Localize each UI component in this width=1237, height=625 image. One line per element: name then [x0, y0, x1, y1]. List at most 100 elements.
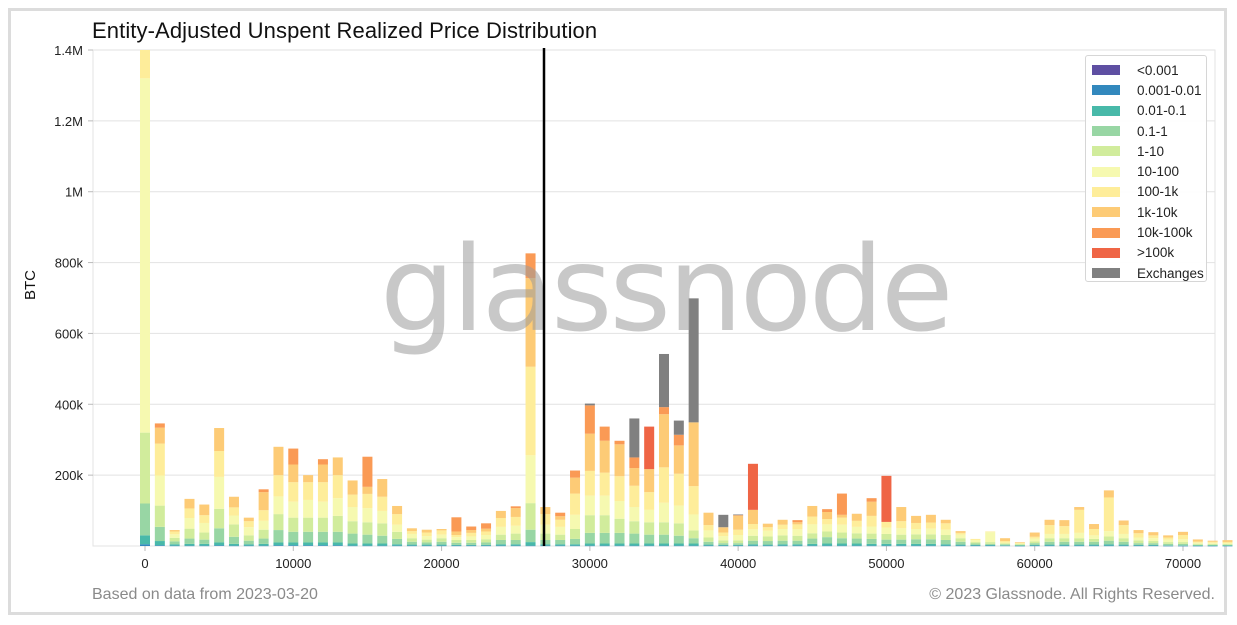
bar-segment [792, 522, 803, 525]
bar-segment [733, 514, 744, 516]
bar-segment [881, 521, 892, 528]
bar-segment [540, 545, 551, 547]
legend-item[interactable]: 10-100 [1092, 161, 1206, 181]
legend-label: <0.001 [1137, 62, 1179, 78]
bar-segment [317, 459, 328, 465]
bar-segment [614, 543, 625, 546]
bar-segment [525, 253, 536, 279]
bar-segment [866, 526, 877, 534]
bar-segment [807, 524, 818, 534]
bar-segment [525, 503, 536, 530]
legend-item[interactable]: 1k-10k [1092, 202, 1206, 222]
bar-stack [377, 479, 388, 547]
bar-segment [154, 526, 165, 542]
bar-stack [940, 519, 951, 547]
bar-segment [332, 475, 343, 499]
bar-segment [1222, 545, 1233, 546]
bar-segment [1207, 542, 1218, 544]
legend-item[interactable]: 0.001-0.01 [1092, 80, 1206, 100]
bar-segment [1044, 544, 1055, 546]
bar-segment [1000, 538, 1011, 542]
bar-stack [362, 456, 373, 547]
bar-segment [1163, 542, 1174, 544]
bar-segment [659, 522, 669, 535]
bar-segment [451, 531, 462, 536]
bar-segment [555, 534, 566, 540]
bar-segment [673, 545, 684, 547]
bar-segment [881, 533, 892, 540]
bar-segment [362, 493, 373, 509]
bar-segment [1118, 525, 1129, 534]
bar-segment [258, 545, 269, 547]
bar-stack [154, 423, 165, 546]
bar-segment [644, 534, 655, 544]
bar-segment [896, 507, 907, 522]
bar-segment [273, 545, 284, 546]
legend-item[interactable]: >100k [1092, 243, 1206, 263]
bar-segment [1163, 543, 1174, 546]
bar-segment [762, 530, 773, 537]
bar-segment [629, 457, 640, 469]
bar-segment [228, 524, 239, 537]
bar-segment [377, 479, 388, 497]
bar-segment [570, 544, 581, 546]
bar-segment [851, 545, 862, 547]
bar-segment [866, 545, 877, 547]
bar-segment [555, 526, 566, 535]
legend-label: 0.001-0.01 [1137, 82, 1202, 98]
bar-segment [866, 543, 877, 546]
legend-swatch-icon [1092, 126, 1120, 137]
bar-segment [1178, 545, 1188, 547]
bar-stack [673, 420, 684, 547]
legend-item[interactable]: 0.1-1 [1092, 121, 1206, 141]
bar-segment [495, 545, 506, 547]
legend-item[interactable]: 10k-100k [1092, 222, 1206, 242]
bar-segment [836, 517, 847, 525]
bar-segment [525, 545, 536, 547]
legend-item[interactable]: 0.01-0.1 [1092, 101, 1206, 121]
bar-segment [644, 545, 655, 547]
bar-segment [362, 545, 373, 547]
bar-segment [733, 515, 744, 516]
bar-segment [703, 545, 714, 547]
bar-segment [762, 541, 773, 545]
bar-segment [747, 463, 758, 510]
bar-segment [1148, 535, 1159, 539]
bar-segment [1014, 542, 1025, 543]
bar-segment [1133, 533, 1144, 538]
bar-segment [466, 542, 477, 545]
bar-segment [940, 519, 951, 524]
bar-segment [718, 514, 729, 528]
bar-segment [154, 443, 165, 476]
legend-item[interactable]: <0.001 [1092, 60, 1206, 80]
bar-segment [1192, 545, 1203, 547]
bar-segment [599, 426, 610, 441]
bar-segment [392, 524, 403, 532]
bar-segment [184, 498, 195, 509]
bar-segment [199, 543, 210, 546]
bar-segment [392, 544, 403, 546]
bar-segment [243, 540, 254, 545]
bar-segment [629, 543, 640, 546]
bar-segment [1044, 538, 1055, 542]
bar-segment [510, 544, 521, 546]
bar-segment [985, 531, 996, 533]
bar-segment [659, 467, 669, 503]
bar-segment [362, 486, 373, 494]
bar-segment [955, 545, 966, 547]
legend-item[interactable]: 100-1k [1092, 182, 1206, 202]
bar-segment [940, 544, 951, 546]
bar-segment [406, 545, 417, 547]
bar-segment [1029, 545, 1040, 547]
bar-segment [584, 495, 595, 516]
legend-item[interactable]: 1-10 [1092, 141, 1206, 161]
legend-item[interactable]: Exchanges [1092, 263, 1206, 283]
bar-segment [881, 475, 892, 522]
bar-segment [288, 448, 299, 465]
bar-segment [718, 536, 729, 541]
bar-segment [303, 545, 314, 546]
bar-segment [1074, 507, 1085, 510]
bar-segment [703, 544, 714, 546]
bar-segment [184, 538, 195, 544]
bar-segment [629, 468, 640, 486]
